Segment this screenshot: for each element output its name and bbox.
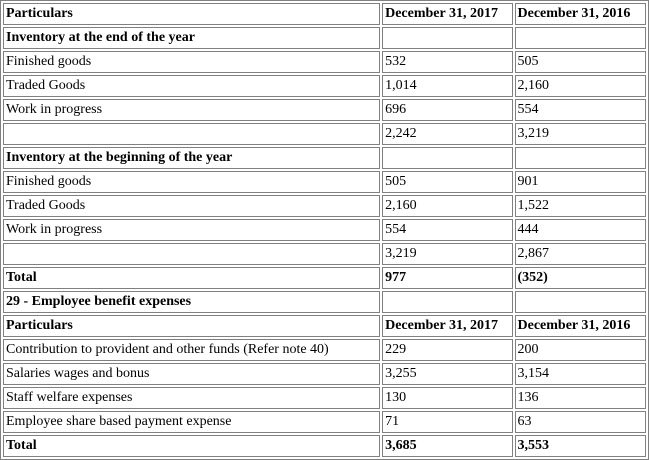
table-row: Staff welfare expenses 130 136: [3, 387, 646, 409]
table-row: 29 - Employee benefit expenses: [3, 291, 646, 313]
dec-2016-cell: 63: [514, 411, 646, 433]
dec-2016-cell: 901: [514, 171, 646, 193]
table-row: Total 3,685 3,553: [3, 435, 646, 457]
dec-2017-cell: [382, 291, 513, 313]
dec-2016-cell: 3,553: [514, 435, 646, 457]
dec-2016-cell: 1,522: [514, 195, 646, 217]
dec-2016-cell: [514, 27, 646, 49]
table-row: 3,219 2,867: [3, 243, 646, 265]
dec-2016-cell: December 31, 2016: [514, 3, 646, 25]
particulars-cell: Inventory at the beginning of the year: [3, 147, 381, 169]
dec-2016-cell: December 31, 2016: [514, 315, 646, 337]
dec-2017-cell: 2,160: [382, 195, 513, 217]
dec-2017-cell: December 31, 2017: [382, 3, 513, 25]
table-row: Finished goods 505 901: [3, 171, 646, 193]
table-row: Particulars December 31, 2017 December 31,…: [3, 3, 646, 25]
dec-2017-cell: December 31, 2017: [382, 315, 513, 337]
dec-2016-cell: 2,160: [514, 75, 646, 97]
table-row: Inventory at the beginning of the year: [3, 147, 646, 169]
dec-2017-cell: 3,219: [382, 243, 513, 265]
particulars-cell: Inventory at the end of the year: [3, 27, 381, 49]
table-row: 2,242 3,219: [3, 123, 646, 145]
dec-2016-cell: [514, 291, 646, 313]
particulars-cell: Salaries wages and bonus: [3, 363, 381, 385]
particulars-cell: Particulars: [3, 3, 381, 25]
dec-2016-cell: 136: [514, 387, 646, 409]
dec-2016-cell: [514, 147, 646, 169]
particulars-cell: [3, 243, 381, 265]
particulars-cell: Staff welfare expenses: [3, 387, 381, 409]
dec-2017-cell: 229: [382, 339, 513, 361]
particulars-cell: Contribution to provident and other fund…: [3, 339, 381, 361]
dec-2016-cell: 3,219: [514, 123, 646, 145]
dec-2016-cell: 2,867: [514, 243, 646, 265]
table-row: Salaries wages and bonus 3,255 3,154: [3, 363, 646, 385]
dec-2016-cell: 444: [514, 219, 646, 241]
table-row: Particulars December 31, 2017 December 31,…: [3, 315, 646, 337]
dec-2016-cell: (352): [514, 267, 646, 289]
dec-2017-cell: [382, 147, 513, 169]
dec-2017-cell: 3,255: [382, 363, 513, 385]
table-row: Traded Goods 1,014 2,160: [3, 75, 646, 97]
table-row: Finished goods 532 505: [3, 51, 646, 73]
table-row: Work in progress 696 554: [3, 99, 646, 121]
dec-2017-cell: 505: [382, 171, 513, 193]
table-row: Employee share based payment expense 71 63: [3, 411, 646, 433]
particulars-cell: [3, 123, 381, 145]
particulars-cell: Finished goods: [3, 51, 381, 73]
table-row: Inventory at the end of the year: [3, 27, 646, 49]
dec-2017-cell: 554: [382, 219, 513, 241]
dec-2017-cell: 977: [382, 267, 513, 289]
dec-2017-cell: 1,014: [382, 75, 513, 97]
dec-2017-cell: 2,242: [382, 123, 513, 145]
dec-2017-cell: 532: [382, 51, 513, 73]
table-body: Particulars December 31, 2017 December 31,…: [3, 3, 646, 457]
particulars-cell: 29 - Employee benefit expenses: [3, 291, 381, 313]
dec-2016-cell: 505: [514, 51, 646, 73]
particulars-cell: Total: [3, 267, 381, 289]
dec-2017-cell: [382, 27, 513, 49]
dec-2016-cell: 554: [514, 99, 646, 121]
dec-2017-cell: 696: [382, 99, 513, 121]
table-row: Contribution to provident and other fund…: [3, 339, 646, 361]
table-row: Total 977 (352): [3, 267, 646, 289]
table-row: Traded Goods 2,160 1,522: [3, 195, 646, 217]
dec-2017-cell: 71: [382, 411, 513, 433]
particulars-cell: Finished goods: [3, 171, 381, 193]
particulars-cell: Traded Goods: [3, 75, 381, 97]
dec-2017-cell: 3,685: [382, 435, 513, 457]
particulars-cell: Total: [3, 435, 381, 457]
particulars-cell: Employee share based payment expense: [3, 411, 381, 433]
particulars-cell: Traded Goods: [3, 195, 381, 217]
table-row: Work in progress 554 444: [3, 219, 646, 241]
particulars-cell: Work in progress: [3, 219, 381, 241]
dec-2016-cell: 200: [514, 339, 646, 361]
particulars-cell: Work in progress: [3, 99, 381, 121]
particulars-cell: Particulars: [3, 315, 381, 337]
dec-2016-cell: 3,154: [514, 363, 646, 385]
dec-2017-cell: 130: [382, 387, 513, 409]
